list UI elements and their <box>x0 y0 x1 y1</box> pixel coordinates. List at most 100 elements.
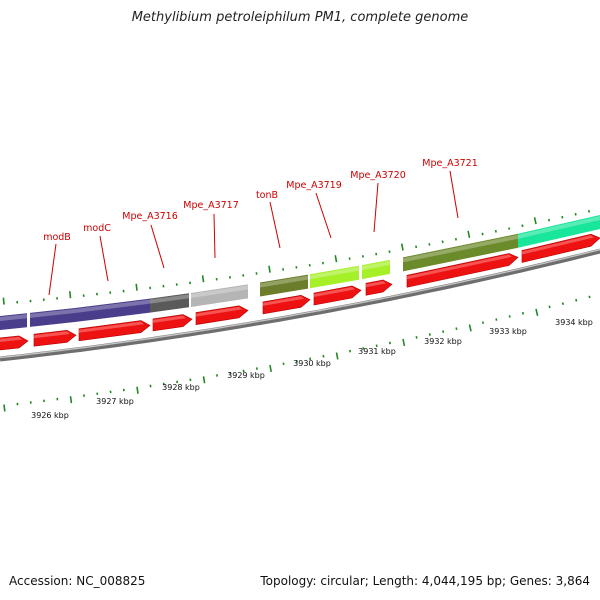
gene-label: Mpe_A3719 <box>286 180 342 191</box>
tick-mark-upper <box>135 283 138 291</box>
tick-mark-lower <box>202 376 206 384</box>
tick-mark-lower <box>548 305 551 309</box>
cds-arrow <box>406 253 519 288</box>
accession-text: Accession: NC_008825 <box>9 574 146 588</box>
tick-mark-upper <box>201 275 205 283</box>
scale-label: 3930 kbp <box>293 359 331 368</box>
gene-label: Mpe_A3721 <box>422 158 478 169</box>
cds-arrow <box>33 329 77 347</box>
gene-label-leader <box>99 235 109 282</box>
gene-label: tonB <box>256 190 278 201</box>
feature-block <box>150 293 189 313</box>
tick-mark-lower <box>402 338 406 347</box>
tick-mark-lower <box>136 386 139 394</box>
tick-mark-upper <box>508 227 511 230</box>
feature-blocks <box>0 215 600 330</box>
map-title: Methylibium petroleiphilum PM1, complete… <box>131 10 469 25</box>
scale-label: 3933 kbp <box>489 327 527 336</box>
cds-arrow-sheen <box>314 287 355 297</box>
tick-mark-upper <box>334 255 338 263</box>
tick-mark-lower <box>561 302 564 305</box>
feature-block-sheen <box>310 266 359 280</box>
backbone-line <box>0 248 600 362</box>
feature-block-sheen <box>191 285 248 298</box>
tick-mark-upper <box>521 224 524 228</box>
scale-labels: 3926 kbp 3927 kbp 3928 kbp 3929 kbp 3930 kbp… <box>31 318 593 420</box>
gene-label: Mpe_A3716 <box>122 211 178 222</box>
cds-arrow-sheen <box>407 254 512 280</box>
feature-block <box>76 298 150 322</box>
gene-labels: modB modC Mpe_A3716 Mpe_A3717 tonB Mpe_A3719 M… <box>43 158 478 296</box>
feature-block <box>403 233 518 272</box>
tick-mark-lower <box>322 354 325 358</box>
cds-arrow-sheen <box>34 331 70 339</box>
tick-mark-lower <box>588 295 591 299</box>
gene-label-leader <box>449 170 459 219</box>
tick-mark-upper <box>574 212 577 216</box>
tick-mark-upper <box>467 230 471 238</box>
tick-mark-lower <box>349 349 352 353</box>
scale-label: 3932 kbp <box>424 337 462 346</box>
feature-block <box>191 284 248 307</box>
gene-label-leader <box>213 213 216 259</box>
cds-arrow-sheen <box>196 306 242 317</box>
gene-label-leader <box>150 224 165 269</box>
scale-label: 3927 kbp <box>96 397 134 406</box>
tick-mark-lower <box>415 336 418 339</box>
tick-mark-upper <box>561 215 564 219</box>
feature-block-sheen <box>260 275 308 288</box>
gene-label-leader <box>269 201 281 249</box>
tick-mark-lower <box>3 404 6 412</box>
tick-mark-lower <box>535 308 539 316</box>
scale-label: 3929 kbp <box>227 371 265 380</box>
cds-arrow-sheen <box>263 296 304 306</box>
cds-arrows <box>0 233 600 351</box>
tick-mark-upper <box>2 297 5 305</box>
cds-arrow <box>262 294 311 315</box>
genome-summary: Topology: circular; Length: 4,044,195 bp… <box>260 574 590 588</box>
feature-block-sheen <box>30 308 76 318</box>
tick-mark-lower <box>521 311 525 315</box>
gene-label: modC <box>83 223 111 234</box>
scale-label: 3926 kbp <box>31 411 69 420</box>
tick-mark-lower <box>442 330 445 333</box>
tick-mark-lower <box>468 324 472 332</box>
tick-mark-lower <box>335 352 339 360</box>
feature-block <box>0 313 27 330</box>
feature-block <box>30 307 76 327</box>
gene-label-leader <box>315 192 332 239</box>
tick-mark-upper <box>587 209 590 213</box>
scale-label: 3934 kbp <box>555 318 593 327</box>
tick-mark-upper <box>268 265 271 273</box>
feature-block-sheen <box>0 314 27 321</box>
tick-mark-lower <box>388 341 391 345</box>
feature-block-sheen <box>518 216 600 239</box>
gene-label-leader <box>373 182 379 233</box>
genome-backbone <box>0 248 600 362</box>
tick-mark-upper <box>533 217 537 225</box>
cds-arrow <box>313 285 362 306</box>
gene-label: modB <box>43 232 71 243</box>
feature-block <box>260 274 308 297</box>
tick-mark-lower <box>495 318 498 321</box>
gene-label: Mpe_A3717 <box>183 200 239 211</box>
tick-mark-upper <box>481 232 484 236</box>
cds-arrow <box>521 233 600 263</box>
feature-block <box>310 265 359 289</box>
cds-arrow-sheen <box>366 281 386 288</box>
cds-arrow <box>152 314 193 332</box>
feature-block-sheen <box>403 234 518 263</box>
tick-mark-upper <box>454 237 457 241</box>
tick-mark-upper <box>494 229 497 233</box>
tick-mark-lower <box>69 396 73 404</box>
feature-block <box>518 215 600 248</box>
tick-mark-lower <box>428 333 431 336</box>
tick-mark-lower <box>575 298 578 302</box>
scale-label: 3931 kbp <box>358 347 396 356</box>
gene-label: Mpe_A3720 <box>350 170 406 181</box>
tick-mark-lower <box>455 327 458 330</box>
backbone-highlight <box>0 248 600 359</box>
feature-block <box>362 259 390 280</box>
cds-arrow-sheen <box>522 235 594 255</box>
